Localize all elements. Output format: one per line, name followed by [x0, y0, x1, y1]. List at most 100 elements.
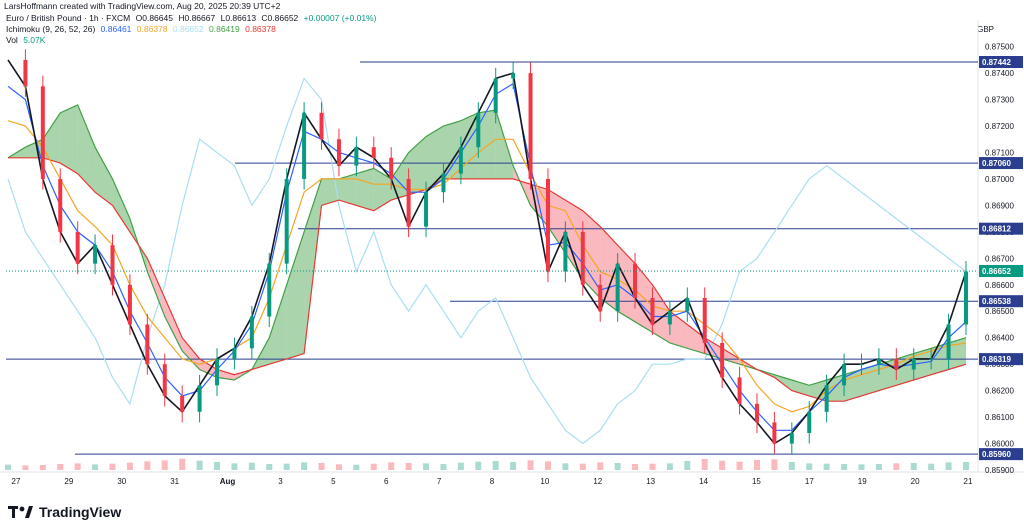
bearish-cloud-segment — [617, 245, 636, 322]
x-tick-label: 31 — [170, 477, 179, 486]
y-tick-label: 0.86400 — [985, 334, 1014, 343]
volume-legend: Vol 5.07K — [6, 35, 48, 45]
y-tick-label: 0.86100 — [985, 413, 1014, 422]
candle-body — [232, 348, 237, 359]
candle-body — [511, 73, 516, 79]
bullish-cloud-segment — [321, 178, 339, 206]
y-tick-label: 0.86900 — [985, 201, 1014, 210]
bullish-cloud-segment — [408, 136, 427, 195]
y-tick-label: 0.86500 — [985, 307, 1014, 316]
candle-body — [842, 364, 847, 386]
bullish-cloud-segment — [269, 284, 287, 365]
ohlc-open: O0.86645 — [135, 13, 173, 23]
bullish-cloud-segment — [443, 120, 461, 179]
candle-body — [929, 358, 934, 360]
kijun-sen-line — [7, 120, 967, 413]
last-price-label: 0.86652 — [982, 267, 1011, 276]
x-tick-label: 3 — [278, 477, 283, 486]
volume-label[interactable]: Vol — [6, 35, 18, 45]
bullish-cloud-segment — [77, 104, 96, 193]
volume-bar — [788, 462, 795, 470]
candle-body — [23, 59, 28, 87]
volume-bar — [614, 463, 621, 470]
y-tick-label: 0.87000 — [985, 175, 1014, 184]
candle-body — [406, 178, 411, 227]
ohlc-change: +0.00007 (+0.01%) — [303, 13, 377, 23]
bearish-cloud-segment — [147, 258, 165, 317]
ichimoku-value: 0.86652 — [172, 24, 204, 34]
candle-body — [685, 298, 690, 312]
bullish-cloud-segment — [948, 337, 966, 370]
bullish-cloud-segment — [304, 178, 322, 354]
level-price-tag — [979, 295, 1023, 308]
ichimoku-value: 0.86419 — [209, 24, 240, 34]
candle-body — [145, 324, 150, 365]
bearish-cloud-segment — [704, 337, 723, 359]
y-tick-label: 0.87300 — [985, 96, 1014, 105]
volume-bar — [875, 464, 882, 470]
volume-bar — [335, 464, 342, 470]
volume-bar — [632, 464, 639, 470]
x-tick-label: 21 — [964, 477, 973, 486]
bullish-cloud-segment — [112, 178, 130, 232]
volume-bar — [5, 464, 11, 470]
candle-body — [598, 284, 603, 312]
volume-bar — [858, 464, 865, 470]
y-tick-label: 0.86700 — [985, 254, 1014, 263]
candle-body — [720, 342, 725, 378]
candle-body — [75, 231, 80, 264]
volume-bar — [963, 462, 969, 470]
volume-bar — [701, 459, 708, 470]
x-tick-label: 27 — [12, 477, 21, 486]
ohlc-close: C0.86652 — [261, 13, 299, 23]
volume-bar — [928, 463, 935, 470]
volume-bar — [353, 464, 360, 470]
candle-body — [633, 263, 638, 299]
level-price-tag — [979, 55, 1023, 68]
bullish-cloud-segment — [809, 380, 827, 402]
candle-body — [93, 245, 98, 264]
bearish-cloud-segment — [182, 337, 200, 370]
volume-bar — [736, 461, 743, 470]
bullish-cloud-segment — [373, 168, 392, 211]
volume-bar — [22, 465, 29, 470]
bullish-cloud-segment — [338, 173, 357, 206]
symbol-name[interactable]: Euro / British Pound · 1h · FXCM — [6, 13, 131, 23]
candle-body — [667, 311, 672, 325]
bearish-cloud-segment — [600, 226, 618, 312]
volume-bar — [144, 461, 151, 470]
x-tick-label: 30 — [117, 477, 126, 486]
ichimoku-value: 0.86378 — [136, 24, 168, 34]
currency-label: GBP — [977, 25, 994, 34]
bullish-cloud-segment — [95, 147, 113, 206]
candle-body — [215, 358, 220, 386]
candle-body — [754, 403, 759, 423]
volume-bar — [457, 462, 464, 470]
symbol-legend: Euro / British Pound · 1h · FXCM O0.8664… — [6, 13, 379, 23]
y-tick-label: 0.86000 — [985, 440, 1014, 449]
x-tick-label: Aug — [220, 477, 236, 486]
candle-body — [702, 298, 707, 343]
bullish-cloud-segment — [478, 110, 496, 179]
ichimoku-label[interactable]: Ichimoku (9, 26, 52, 26) — [6, 24, 96, 34]
level-price-label: 0.86812 — [982, 225, 1011, 234]
level-price-tag — [979, 448, 1023, 461]
ichimoku-legend: Ichimoku (9, 26, 52, 26) 0.86461 0.86378… — [6, 24, 279, 34]
candle-body — [162, 364, 167, 396]
candle-body — [545, 178, 550, 272]
volume-bar — [109, 463, 116, 470]
last-price-tag — [979, 265, 1023, 278]
candle-body — [336, 139, 341, 166]
level-price-label: 0.87060 — [982, 159, 1011, 168]
candle-body — [789, 432, 794, 444]
volume-bar — [544, 461, 551, 470]
y-tick-label: 0.87200 — [985, 122, 1014, 131]
candle-body — [964, 271, 968, 325]
candle-body — [528, 73, 533, 179]
level-price-label: 0.85960 — [982, 450, 1011, 459]
bullish-cloud-segment — [60, 104, 78, 174]
bullish-cloud-segment — [426, 126, 444, 190]
candle-body — [911, 358, 916, 370]
bearish-cloud-segment — [722, 348, 740, 365]
